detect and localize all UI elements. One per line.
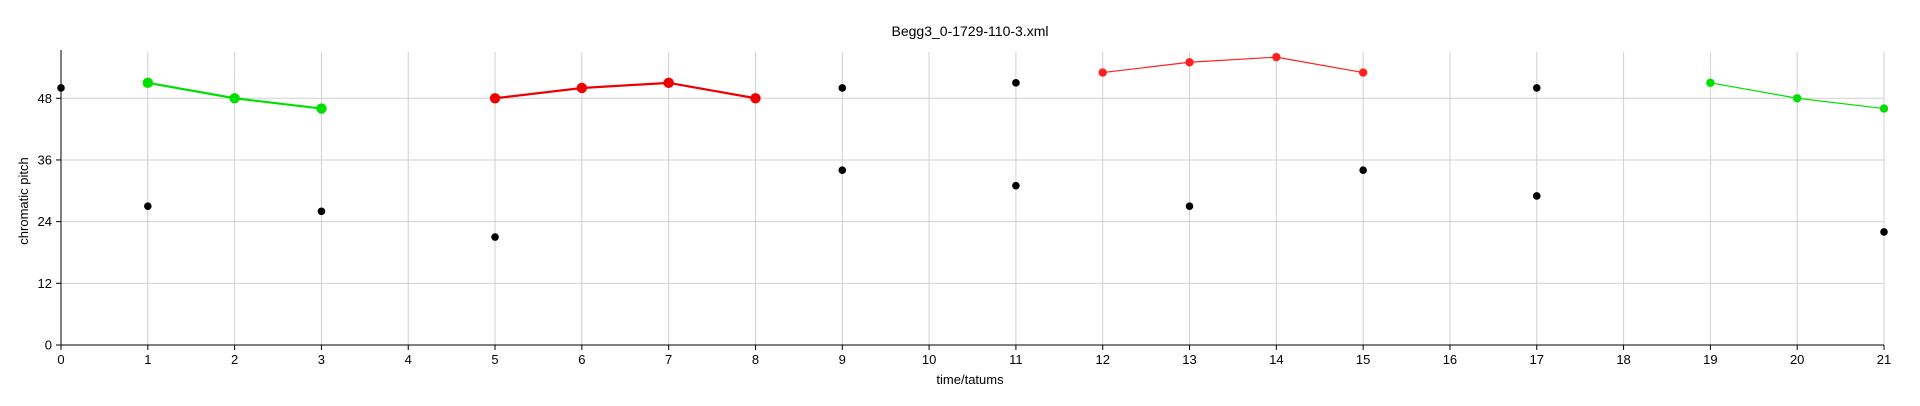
data-point xyxy=(1098,68,1107,77)
x-tick-label: 12 xyxy=(1095,352,1109,367)
x-tick-label: 15 xyxy=(1356,352,1370,367)
series-1 xyxy=(142,77,327,114)
data-point xyxy=(838,166,847,175)
data-point xyxy=(1532,84,1541,92)
y-tick-label: 0 xyxy=(45,338,52,353)
data-point xyxy=(316,103,327,114)
data-point xyxy=(750,93,761,104)
data-point xyxy=(1706,78,1715,88)
chart-title: Begg3_0-1729-110-3.xml xyxy=(892,23,1049,39)
x-tick-label: 18 xyxy=(1616,352,1630,367)
data-point xyxy=(144,202,152,211)
series-3 xyxy=(1098,52,1368,77)
series-layer xyxy=(57,52,1889,241)
data-point xyxy=(1792,94,1802,103)
data-point xyxy=(1880,228,1888,236)
data-point xyxy=(576,82,588,94)
y-tick-label: 48 xyxy=(38,91,52,106)
data-point xyxy=(1272,52,1281,62)
data-point xyxy=(491,233,499,241)
x-tick-label: 17 xyxy=(1530,352,1544,367)
data-point xyxy=(1879,104,1889,113)
y-tick-label: 24 xyxy=(38,214,52,229)
data-point xyxy=(838,84,847,92)
data-point xyxy=(663,77,674,89)
x-tick-label: 20 xyxy=(1790,352,1804,367)
data-point xyxy=(1185,202,1194,211)
x-tick-label: 11 xyxy=(1009,352,1023,367)
x-tick-label: 4 xyxy=(405,352,412,367)
labels: Begg3_0-1729-110-3.xml time/tatums chrom… xyxy=(16,23,1048,387)
data-point xyxy=(1358,68,1368,77)
x-tick-label: 16 xyxy=(1443,352,1457,367)
x-tick-label: 6 xyxy=(578,352,585,367)
x-tick-label: 7 xyxy=(665,352,672,367)
x-tick-label: 3 xyxy=(318,352,325,367)
series-line xyxy=(494,81,756,100)
y-axis-label: chromatic pitch xyxy=(16,157,31,244)
y-tick-label: 12 xyxy=(38,276,52,291)
x-tick-label: 21 xyxy=(1877,352,1891,367)
x-tick-label: 9 xyxy=(839,352,846,367)
data-point xyxy=(1532,192,1541,200)
series-line xyxy=(1102,56,1364,74)
x-tick-label: 19 xyxy=(1703,352,1717,367)
grid-lines xyxy=(61,52,1885,345)
data-point xyxy=(1185,58,1194,67)
data-point xyxy=(142,77,154,89)
data-point xyxy=(317,207,326,216)
x-tick-label: 2 xyxy=(231,352,238,367)
y-tick-label: 36 xyxy=(38,152,52,167)
data-point xyxy=(1012,181,1020,190)
x-tick-label: 13 xyxy=(1182,352,1196,367)
data-point xyxy=(229,93,240,104)
data-point xyxy=(1359,166,1367,175)
x-tick-label: 1 xyxy=(144,352,151,367)
x-tick-label: 5 xyxy=(491,352,498,367)
x-axis-label: time/tatums xyxy=(936,372,1004,387)
data-point xyxy=(489,93,501,104)
x-tick-label: 0 xyxy=(57,352,64,367)
x-tick-label: 8 xyxy=(752,352,759,367)
series-5 xyxy=(57,79,1888,241)
x-tick-label: 14 xyxy=(1269,352,1283,367)
data-point xyxy=(1012,79,1020,87)
series-2 xyxy=(489,77,761,104)
series-4 xyxy=(1706,78,1889,113)
axes: 0 1 2 3 4 5 6 7 8 9 10 11 12 13 14 15 16 17 18 19 20 21012243… xyxy=(38,50,1891,367)
x-tick-label: 10 xyxy=(922,352,936,367)
